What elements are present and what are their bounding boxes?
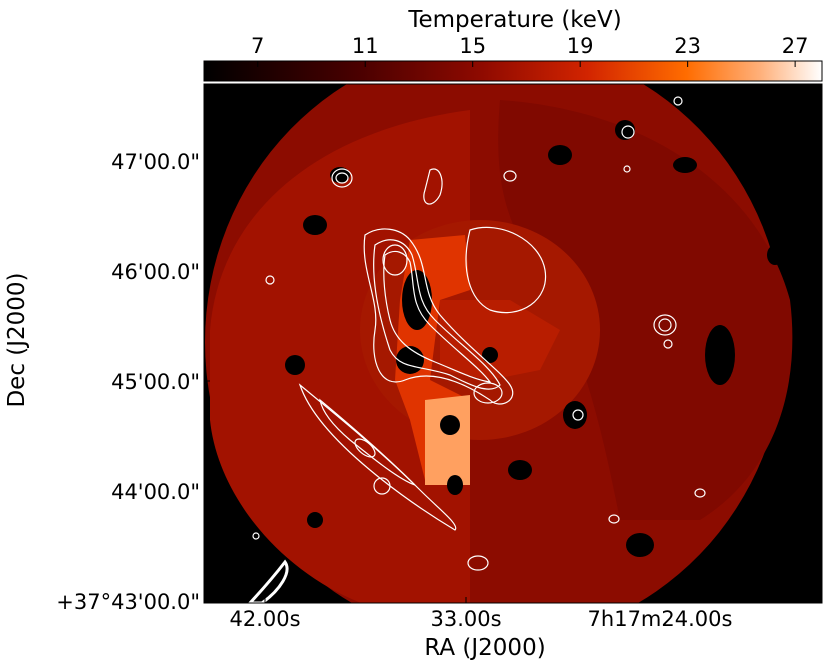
colorbar: Temperature (keV) 7 11 15 19 23 27 <box>203 7 823 82</box>
y-tick-label: 45'00.0" <box>111 370 200 394</box>
colorbar-tick-label: 11 <box>352 34 379 58</box>
region-hottest <box>425 395 470 485</box>
colorbar-gradient <box>203 60 823 82</box>
colorbar-tick-label: 7 <box>251 34 264 58</box>
colorbar-tick-label: 15 <box>459 34 486 58</box>
colorbar-tick-label: 27 <box>782 34 809 58</box>
y-tick-label: 47'00.0" <box>111 150 200 174</box>
region-northwest <box>498 100 793 520</box>
x-tick-labels: 42.00s 33.00s 7h17m24.00s <box>229 597 732 631</box>
y-axis: 47'00.0" 46'00.0" 45'00.0" 44'00.0" +37°43'0… <box>4 150 210 614</box>
region-central-patch <box>440 300 560 380</box>
colorbar-label: Temperature (keV) <box>407 7 621 33</box>
y-tick-label: +37°43'00.0" <box>56 590 200 614</box>
y-tick-label: 46'00.0" <box>111 260 200 284</box>
x-tick-label: 7h17m24.00s <box>588 607 733 631</box>
colorbar-tick-label: 19 <box>567 34 594 58</box>
colorbar-tick-label: 23 <box>674 34 701 58</box>
masked-point-sources <box>285 120 783 557</box>
plot-frame <box>203 83 823 604</box>
plot-area <box>203 83 823 604</box>
colorbar-ticks: 7 11 15 19 23 27 <box>251 34 808 67</box>
x-tick-label: 42.00s <box>229 607 300 631</box>
y-tick-label: 44'00.0" <box>111 480 200 504</box>
x-axis: 42.00s 33.00s 7h17m24.00s RA (J2000) <box>229 597 732 661</box>
y-axis-label: Dec (J2000) <box>4 272 30 407</box>
temperature-map <box>205 84 793 603</box>
x-tick-label: 33.00s <box>430 607 501 631</box>
radio-contours <box>247 96 706 603</box>
y-tick-labels: 47'00.0" 46'00.0" 45'00.0" 44'00.0" +37°43'0… <box>56 150 210 614</box>
x-axis-label: RA (J2000) <box>424 635 545 661</box>
